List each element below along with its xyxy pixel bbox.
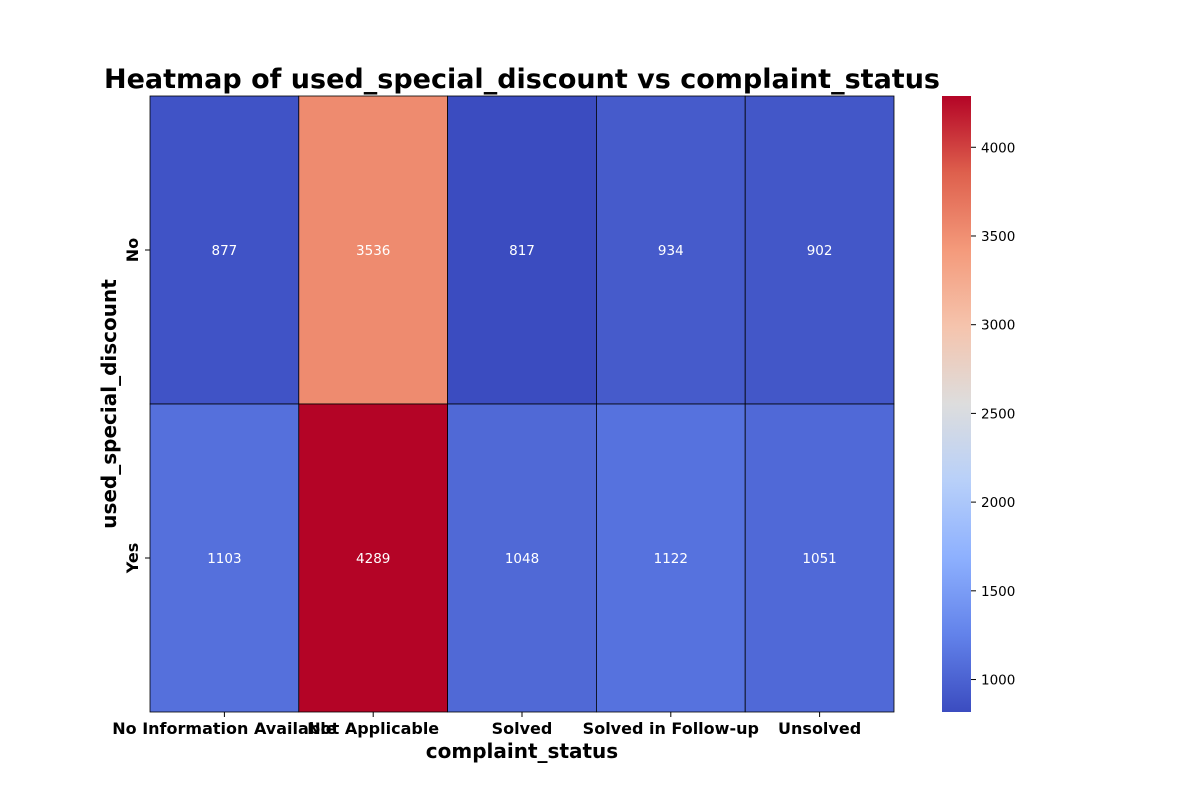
heatmap-cell [149, 403, 300, 713]
cell-value-label: 1048 [505, 551, 539, 567]
heatmap-cells: 877 3536 817 934 902 1103 4289 1048 1122 1051 [149, 95, 895, 713]
y-axis-label: used_special_discount [97, 279, 121, 529]
colorbar-tick-label: 1500 [981, 584, 1015, 600]
y-tick-label: Yes [123, 543, 142, 575]
y-tick-label: No [123, 238, 142, 262]
x-tick-label: No Information Available [112, 719, 336, 738]
x-tick-label: Solved [492, 719, 553, 738]
heatmap-cell [298, 95, 448, 405]
heatmap-cell [596, 95, 746, 405]
heatmap-cell [298, 403, 448, 713]
chart-title: Heatmap of used_special_discount vs comp… [104, 64, 940, 95]
cell-value-label: 1103 [207, 551, 241, 567]
cell-value-label: 877 [212, 243, 238, 259]
heatmap-cell [149, 95, 300, 405]
colorbar-tick-label: 2500 [981, 406, 1015, 422]
cell-value-label: 4289 [356, 551, 390, 567]
heatmap-cell [447, 95, 597, 405]
x-axis-label: complaint_status [426, 739, 618, 763]
cell-value-label: 1122 [654, 551, 688, 567]
colorbar-gradient [942, 96, 971, 712]
x-tick-label: Unsolved [778, 719, 861, 738]
heatmap-cell [744, 403, 895, 713]
colorbar-tick-label: 3500 [981, 229, 1015, 245]
cell-value-label: 934 [658, 243, 684, 259]
heatmap-cell [447, 403, 597, 713]
cell-value-label: 817 [509, 243, 535, 259]
colorbar-tick-label: 4000 [981, 140, 1015, 156]
colorbar-tick-label: 1000 [981, 673, 1015, 689]
heatmap-cell [744, 95, 895, 405]
colorbar-ticks: 1000 1500 2000 2500 3000 3500 4000 [971, 140, 1015, 689]
colorbar: 1000 1500 2000 2500 3000 3500 4000 [942, 96, 1015, 712]
colorbar-tick-label: 2000 [981, 495, 1015, 511]
cell-value-label: 3536 [356, 243, 390, 259]
cell-value-label: 902 [807, 243, 833, 259]
y-tick-labels: No Yes [123, 238, 150, 574]
x-tick-label: Not Applicable [307, 719, 439, 738]
colorbar-tick-label: 3000 [981, 318, 1015, 334]
cell-value-label: 1051 [802, 551, 836, 567]
x-tick-label: Solved in Follow-up [583, 719, 759, 738]
